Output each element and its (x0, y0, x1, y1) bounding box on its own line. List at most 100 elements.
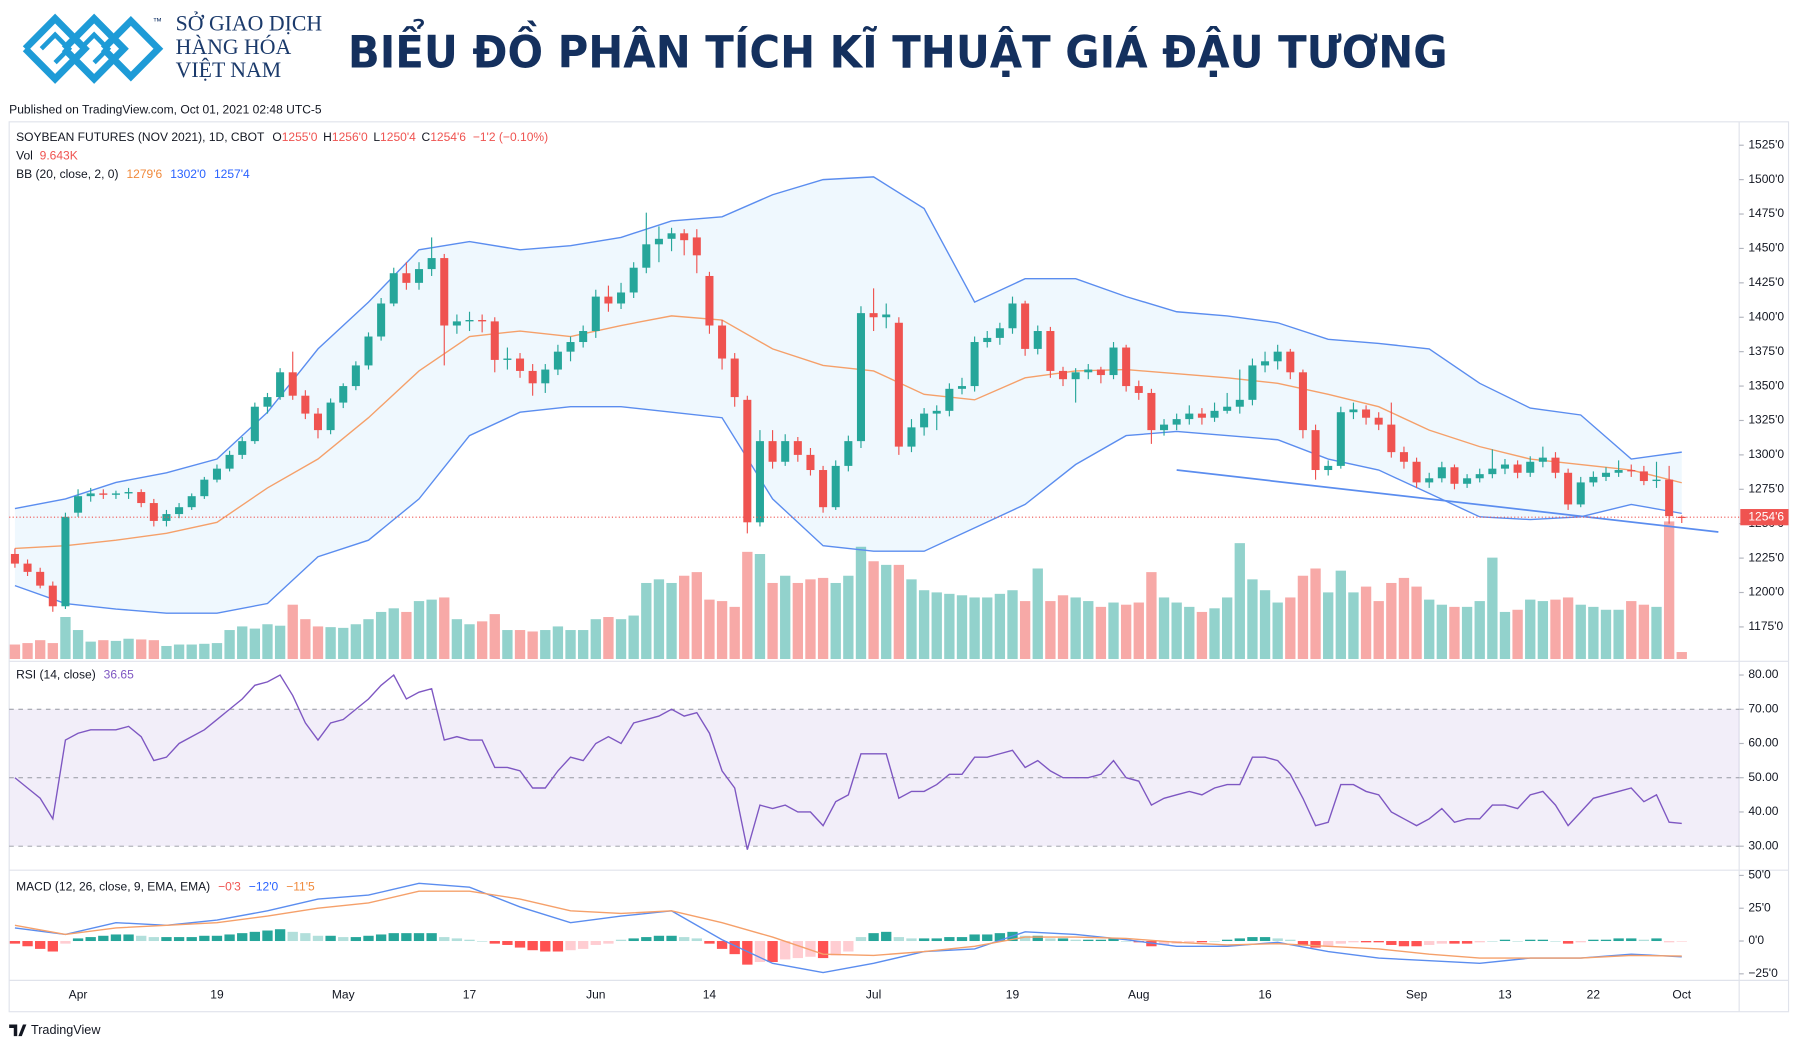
candle-body (36, 571, 45, 586)
volume-bar (1323, 592, 1334, 660)
macd-line (14, 882, 1682, 974)
macd-hist-bar (224, 934, 235, 942)
macd-hist-bar (388, 933, 399, 942)
ohlc-key: O (272, 130, 281, 144)
volume-bar (1512, 609, 1523, 660)
y-tick-label: 40.00 (1748, 804, 1778, 818)
macd-hist-bar (615, 939, 627, 942)
candle-body (1096, 369, 1105, 376)
macd-hist-bar (1158, 941, 1170, 945)
bb-lower-value: 1257'4 (214, 167, 250, 181)
volume-bar (426, 599, 437, 660)
volume-bar (1651, 606, 1662, 660)
candle-body (313, 413, 323, 431)
page-title: BIỂU ĐỒ PHÂN TÍCH KĨ THUẬT GIÁ ĐẬU TƯƠNG (348, 18, 1448, 78)
candle-body (579, 331, 588, 343)
macd-hist-bar (413, 933, 425, 942)
change: −1'2 (−0.10%) (473, 130, 548, 144)
volume-bar (641, 582, 652, 660)
volume-bar (628, 615, 639, 660)
macd-hist-bar (1638, 939, 1650, 942)
candle-body (1311, 430, 1320, 471)
macd-hist-bar (1424, 941, 1435, 945)
macd-hist-bar (110, 934, 122, 942)
candle-body (1425, 478, 1434, 483)
volume-bar (1499, 611, 1511, 660)
volume-bar (47, 643, 58, 660)
candle-body (1601, 472, 1611, 477)
candle-body (1526, 461, 1535, 473)
volume-bar (944, 593, 955, 660)
macd-hist-bar (1120, 941, 1132, 942)
candle-body (844, 441, 853, 466)
logo-mark (78, 31, 112, 65)
macd-hist-bar (476, 941, 488, 942)
y-tick-label: 80.00 (1748, 667, 1778, 681)
candle-body (617, 292, 626, 304)
volume-bar (540, 630, 551, 660)
signal-line (14, 890, 1682, 959)
candle-body (364, 336, 373, 366)
x-tick-label: 13 (1498, 988, 1512, 1002)
candle-body (553, 351, 562, 370)
candle-body (1109, 347, 1118, 376)
candle-body (1614, 470, 1623, 473)
footer-icon (9, 1024, 27, 1037)
volume-bar (1196, 611, 1208, 660)
candle-body (541, 369, 550, 384)
bb-upper-value: 1302'0 (170, 167, 206, 181)
macd-hist-bar (780, 941, 791, 960)
candle-body (503, 358, 512, 360)
volume-bar (1663, 521, 1675, 660)
rsi-value: 36.65 (104, 667, 134, 681)
volume-bar (401, 611, 412, 660)
candle-body (1298, 372, 1307, 431)
volume-bar (85, 641, 96, 660)
candle-body (516, 358, 525, 371)
volume-bar (1588, 606, 1599, 660)
volume-bar (35, 640, 46, 660)
macd-hist-bar (1537, 939, 1549, 942)
macd-hist-bar (1108, 938, 1119, 942)
candle-body (1324, 465, 1333, 471)
footer-logo: TradingView (9, 1023, 101, 1037)
macd-hist-bar (35, 941, 46, 949)
macd-name: MACD (12, 26, close, 9, EMA, EMA) (16, 880, 210, 894)
volume-bar (363, 619, 374, 660)
volume-bar (1158, 597, 1170, 660)
volume-bar (590, 619, 601, 660)
volume-bar (136, 639, 147, 660)
candle-body (1450, 467, 1459, 484)
bb-basis (14, 315, 1682, 550)
volume-bar (994, 593, 1006, 660)
symbol-name: SOYBEAN FUTURES (NOV 2021), 1D, CBOT (16, 130, 265, 144)
macd-hist-bar (931, 938, 942, 942)
macd-hist-bar (1184, 941, 1195, 943)
volume-bar (1373, 601, 1384, 660)
volume-bar (893, 564, 905, 660)
y-tick-label: 30.00 (1748, 838, 1778, 852)
trademark: ™ (153, 16, 162, 26)
macd-hist-bar (1247, 937, 1258, 942)
candle-body (1437, 467, 1446, 479)
macd-hist-bar (1588, 939, 1599, 942)
y-tick-label: 50.00 (1748, 770, 1778, 784)
y-tick-label: 1450'0 (1748, 241, 1784, 255)
x-tick-label: May (332, 988, 356, 1002)
last-price-label: 1254'6 (1748, 509, 1784, 523)
trendline (1176, 469, 1719, 533)
y-tick-label: 1525'0 (1748, 137, 1784, 151)
candle-body (1058, 370, 1068, 380)
candle-body (1362, 409, 1371, 418)
macd-hist-bar (1297, 941, 1309, 945)
x-tick-label: 17 (463, 988, 477, 1002)
volume-bar (22, 643, 33, 660)
candle-body (162, 514, 171, 521)
candle-body (1412, 461, 1421, 483)
volume-bar (1272, 602, 1283, 660)
macd-hist-bar (1512, 941, 1523, 942)
volume-bar (805, 579, 816, 660)
macd-hist-bar (1234, 938, 1245, 942)
y-tick-label: 1400'0 (1748, 309, 1784, 323)
volume-bar (742, 551, 753, 660)
